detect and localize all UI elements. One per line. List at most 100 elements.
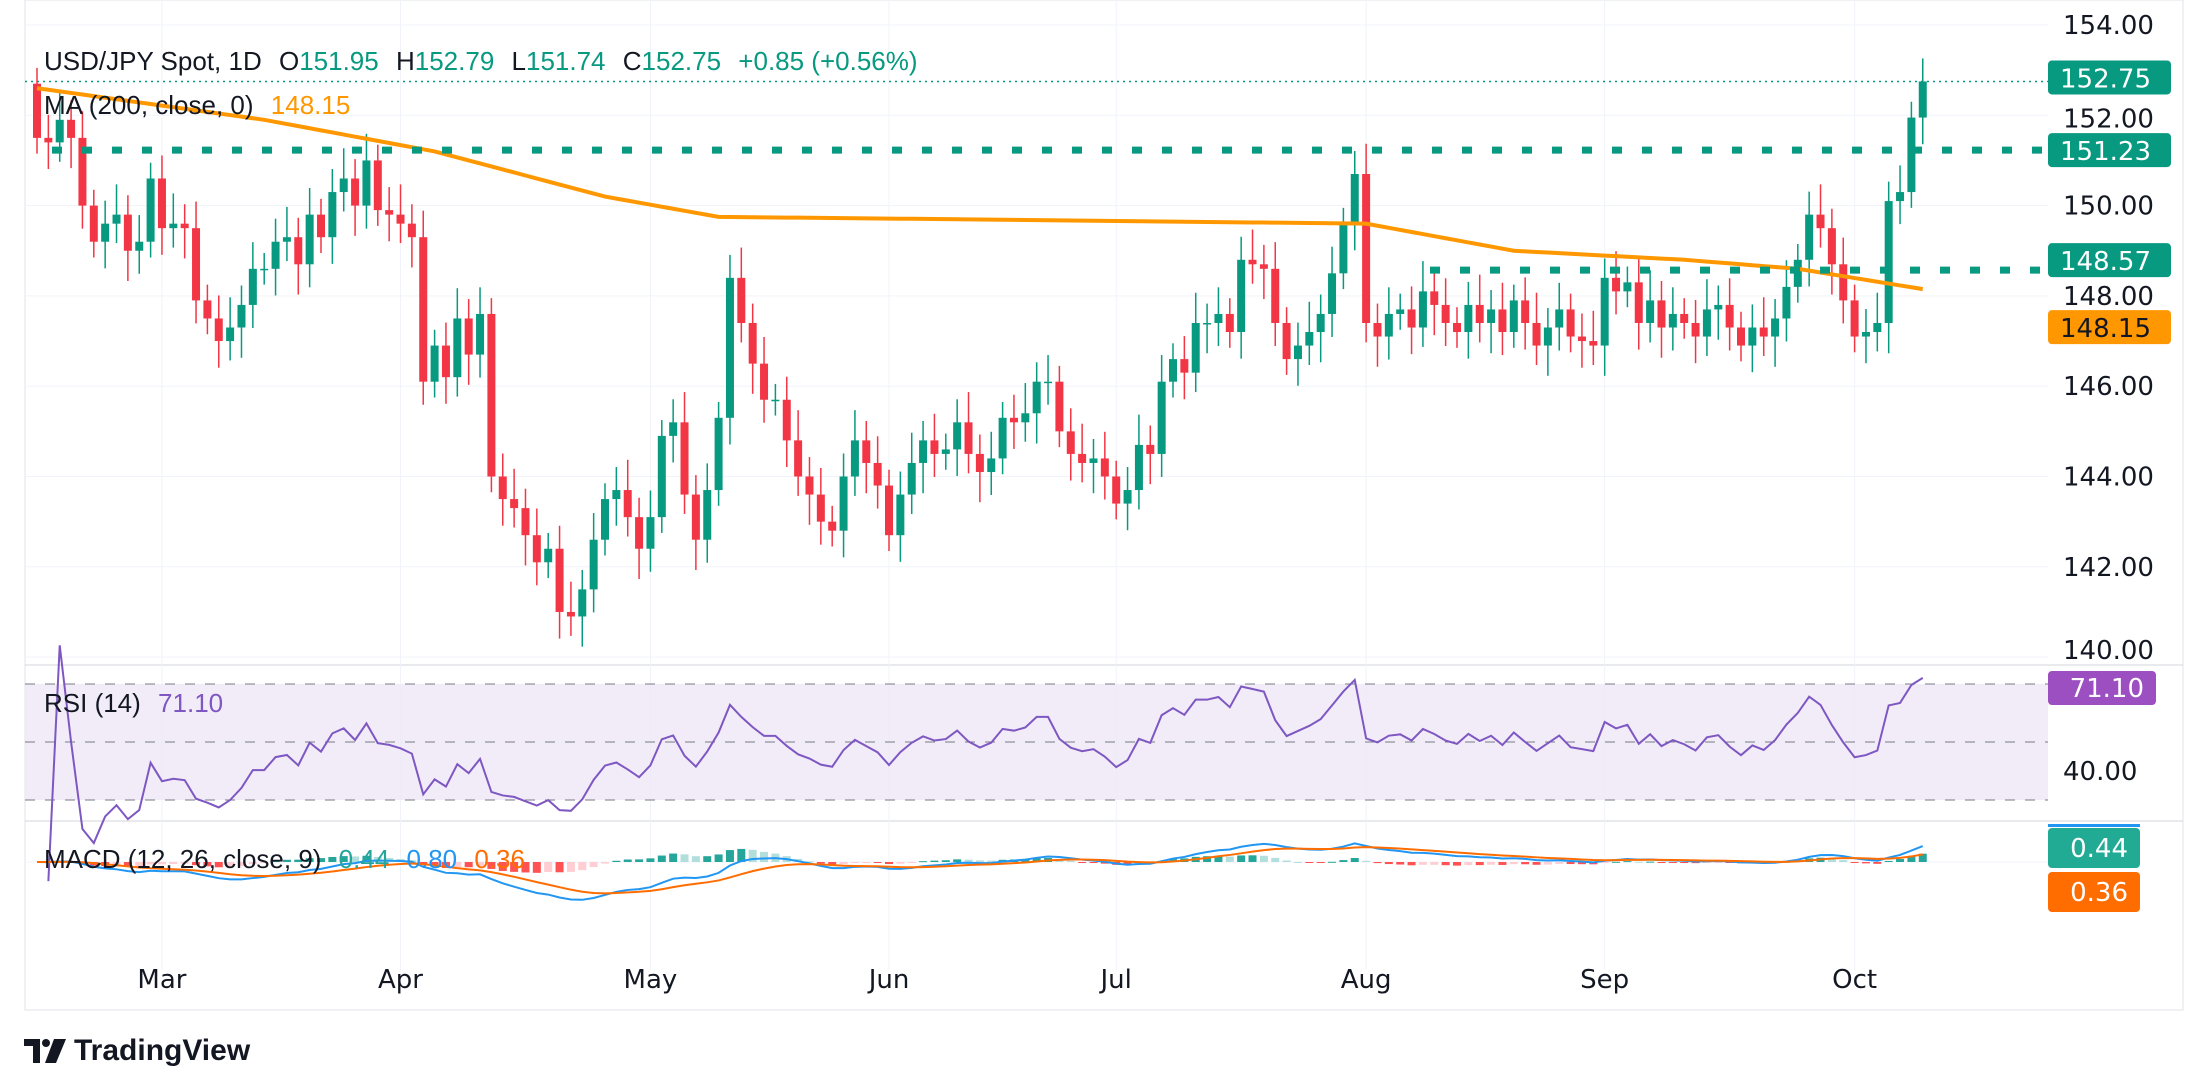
candle bbox=[1782, 260, 1791, 342]
macd-histogram-bar bbox=[1066, 860, 1075, 862]
candle bbox=[407, 204, 416, 268]
candle bbox=[1680, 298, 1689, 339]
macd-histogram-bar bbox=[953, 859, 962, 862]
candle bbox=[748, 303, 757, 394]
candle bbox=[544, 532, 553, 579]
price-label-badge bbox=[2048, 60, 2171, 95]
candle-body bbox=[1816, 214, 1825, 229]
candle bbox=[1543, 308, 1552, 376]
candle-body bbox=[1339, 223, 1348, 274]
high-value: 152.79 bbox=[414, 46, 495, 76]
candle bbox=[305, 187, 314, 288]
chart-frame bbox=[24, 0, 2184, 1011]
macd-histogram-bar bbox=[691, 856, 700, 862]
candle bbox=[782, 376, 791, 468]
candle-body bbox=[737, 277, 746, 323]
macd-histogram-bar bbox=[669, 853, 678, 862]
macd-histogram-bar bbox=[1259, 855, 1268, 862]
candle bbox=[44, 114, 53, 170]
macd-histogram-bar bbox=[1873, 862, 1882, 864]
candle bbox=[385, 187, 394, 242]
macd-histogram-bar bbox=[317, 858, 325, 862]
macd-histogram-bar bbox=[1350, 857, 1359, 862]
candle bbox=[1180, 336, 1189, 400]
macd-histogram-bar bbox=[1441, 862, 1450, 866]
macd-histogram-bar bbox=[1407, 862, 1416, 866]
candle-body bbox=[896, 494, 905, 536]
y-tick-label: 140.00 bbox=[2063, 636, 2154, 666]
candle-body bbox=[1566, 309, 1575, 337]
candle bbox=[112, 184, 121, 244]
candle-body bbox=[1180, 359, 1189, 373]
candle-body bbox=[555, 548, 564, 612]
candle-body bbox=[1896, 192, 1905, 202]
ma200-line bbox=[36, 86, 1924, 292]
macd-histogram-bar bbox=[1078, 862, 1087, 863]
candle-body bbox=[635, 517, 644, 549]
macd-histogram-bar bbox=[1532, 862, 1541, 865]
candle-body bbox=[998, 417, 1007, 459]
macd-histogram-bar bbox=[975, 860, 984, 862]
candle bbox=[896, 471, 905, 562]
macd-hist-text: 0.44 bbox=[2070, 834, 2128, 864]
candle-body bbox=[1418, 291, 1427, 328]
macd-line-marker bbox=[2048, 824, 2140, 827]
candle-body bbox=[748, 322, 757, 364]
macd-histogram-bar bbox=[498, 862, 507, 871]
candle-body bbox=[1316, 313, 1325, 333]
candle bbox=[850, 410, 859, 496]
candle-body bbox=[1668, 313, 1677, 328]
candle-body bbox=[510, 499, 519, 509]
candle-body bbox=[544, 548, 553, 563]
price-label-badge bbox=[2048, 243, 2171, 278]
candle bbox=[294, 217, 303, 295]
candle-body bbox=[237, 304, 246, 328]
candle-body bbox=[1248, 259, 1257, 265]
candle bbox=[1634, 259, 1643, 350]
macd-histogram-bar bbox=[601, 862, 609, 864]
candle-body bbox=[941, 449, 950, 454]
macd-label: MACD (12, 26, close, 9) bbox=[44, 844, 322, 874]
candle-body bbox=[1521, 300, 1530, 323]
candle bbox=[169, 193, 178, 248]
candle-body bbox=[1066, 431, 1075, 454]
candle-body bbox=[1737, 327, 1745, 346]
candle bbox=[1396, 293, 1405, 330]
x-tick-label: Oct bbox=[1832, 965, 1877, 995]
symbol-title: USD/JPY Spot, 1D bbox=[44, 46, 262, 76]
candle-body bbox=[1623, 282, 1632, 292]
low-label: L bbox=[511, 46, 526, 76]
candle-body bbox=[805, 476, 814, 495]
candle-body bbox=[294, 237, 303, 265]
macd-histogram-bar bbox=[271, 861, 280, 863]
low-value: 151.74 bbox=[525, 46, 606, 76]
candle-body bbox=[146, 178, 155, 242]
ma-legend: MA (200, close, 0) 148.15 bbox=[44, 90, 360, 121]
candle bbox=[1612, 251, 1621, 315]
tradingview-logo[interactable]: TradingView bbox=[24, 1034, 250, 1068]
macd-histogram-bar bbox=[1328, 861, 1337, 863]
macd-histogram-bar bbox=[248, 862, 257, 865]
candle-body bbox=[441, 345, 450, 378]
candle bbox=[680, 392, 689, 514]
candle bbox=[725, 254, 734, 445]
candle-body bbox=[816, 494, 825, 522]
candle bbox=[1146, 425, 1155, 485]
price-label-text: 148.15 bbox=[2060, 314, 2151, 344]
candle bbox=[317, 198, 325, 254]
macd-histogram-bar bbox=[476, 862, 485, 866]
y-tick-label: 154.00 bbox=[2063, 11, 2154, 41]
candle-body bbox=[1918, 81, 1927, 118]
macd-histogram-bar bbox=[1509, 862, 1518, 865]
candle bbox=[157, 155, 166, 255]
candle bbox=[362, 133, 371, 229]
macd-histogram-bar bbox=[589, 862, 598, 868]
candle-body bbox=[112, 214, 121, 224]
macd-line-value: 0.80 bbox=[406, 844, 458, 874]
macd-histogram-bar bbox=[1896, 859, 1905, 862]
macd-histogram-bar bbox=[135, 862, 144, 867]
macd-histogram-bar bbox=[453, 862, 462, 868]
macd-signal-value: 0.36 bbox=[474, 844, 525, 874]
candle bbox=[339, 148, 348, 212]
